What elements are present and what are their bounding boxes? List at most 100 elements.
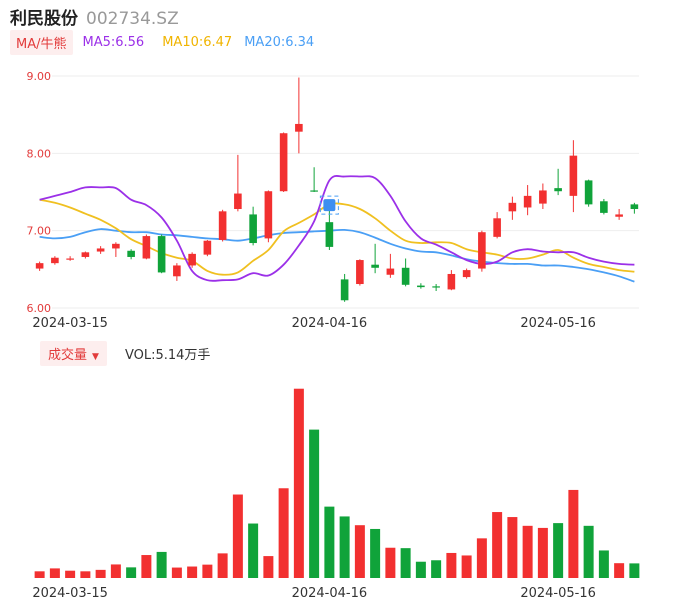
candle-body [417, 285, 425, 288]
candle-body [279, 133, 288, 192]
volume-indicator-selector[interactable]: 成交量 ▼ [40, 341, 107, 366]
candle [432, 284, 440, 291]
volume-bar [476, 538, 487, 578]
volume-bar [324, 506, 335, 578]
candle-body [295, 123, 303, 132]
candle-body [310, 190, 318, 192]
volume-bar [339, 516, 350, 578]
candle-body [615, 214, 623, 217]
candle [630, 202, 639, 214]
candle [112, 242, 120, 257]
ma10-value: MA10:6.47 [162, 35, 233, 50]
volume-bar [598, 550, 609, 578]
volume-selector-label: 成交量 [48, 348, 88, 363]
candle [600, 198, 608, 215]
candle [462, 268, 471, 279]
ma10-line [39, 198, 635, 276]
candle-body [173, 265, 181, 277]
x-tick-label: 2024-03-15 [32, 316, 108, 331]
ma-indicator-selector[interactable]: MA/牛熊 [10, 30, 73, 55]
ma20-line [39, 228, 635, 283]
candle-body [188, 253, 196, 266]
volume-bar [309, 429, 320, 578]
y-tick-label: 7.00 [27, 225, 52, 238]
candle-body [325, 222, 334, 247]
candle-body [554, 188, 562, 192]
volume-bar [629, 563, 640, 578]
ma5-value: MA5:6.56 [82, 35, 145, 50]
candle-body [203, 240, 212, 255]
candle-body [51, 257, 59, 264]
candle-body [523, 195, 532, 208]
candle-body [112, 243, 120, 249]
candle-body [386, 268, 395, 275]
candle [96, 246, 105, 254]
candle-body [462, 270, 471, 278]
candle-body [340, 279, 349, 301]
candle [371, 243, 379, 274]
volume-bar [232, 494, 243, 578]
current-price-marker-icon[interactable] [319, 195, 339, 215]
x-tick-label: 2024-04-16 [292, 316, 368, 331]
volume-bar [461, 555, 472, 578]
candle [35, 261, 44, 271]
candle [478, 230, 486, 272]
volume-bar [370, 528, 381, 578]
candle [249, 206, 257, 246]
volume-bar [248, 523, 259, 578]
candle [188, 252, 196, 268]
volume-value: VOL:5.14万手 [124, 348, 211, 363]
volume-bar [446, 552, 457, 578]
volume-x-tick-label: 2024-05-16 [520, 586, 596, 601]
candle [264, 190, 273, 243]
stock-name: 利民股份 [10, 9, 78, 29]
volume-bar [156, 551, 167, 578]
candle [447, 270, 456, 291]
candle [310, 167, 318, 192]
candle [554, 168, 562, 196]
candle-body [539, 190, 547, 204]
volume-bar [110, 564, 121, 578]
stock-header: 利民股份 002734.SZ [10, 4, 179, 29]
candle [157, 234, 166, 274]
volume-bar [49, 568, 60, 578]
candle-body [432, 286, 440, 288]
volume-bar [217, 553, 228, 578]
ma5-line [39, 175, 635, 282]
y-tick-label: 8.00 [27, 147, 52, 160]
volume-bar [141, 555, 152, 578]
candle [417, 283, 425, 289]
volume-bar [522, 525, 533, 578]
volume-bar [385, 547, 396, 578]
volume-bar [400, 548, 411, 578]
price-grid [52, 75, 639, 309]
volume-bar [431, 560, 442, 578]
dropdown-caret-icon: ▼ [92, 352, 99, 362]
candle [295, 77, 303, 154]
candle [508, 196, 517, 220]
marker-frame [319, 195, 339, 215]
candle [234, 154, 242, 212]
volume-bar [34, 571, 45, 578]
volume-bar [202, 564, 213, 578]
volume-bar [126, 567, 137, 578]
moving-average-lines [39, 175, 635, 283]
stock-code: 002734.SZ [86, 9, 179, 29]
volume-legend: 成交量 ▼ VOL:5.14万手 [40, 341, 210, 366]
volume-bar [278, 488, 289, 578]
y-tick-label: 6.00 [27, 302, 52, 315]
candle [81, 251, 90, 259]
candle-body [447, 273, 456, 290]
candle-body [157, 236, 166, 273]
candle-body [249, 214, 257, 244]
candle [142, 234, 151, 260]
candle-body [584, 180, 593, 205]
candle-body [493, 218, 501, 237]
candle-body [264, 191, 273, 239]
candle [203, 239, 212, 257]
candle [218, 209, 227, 242]
candle-body [234, 193, 242, 210]
volume-bar [583, 525, 594, 578]
volume-bar [507, 517, 518, 578]
candle [401, 258, 410, 287]
